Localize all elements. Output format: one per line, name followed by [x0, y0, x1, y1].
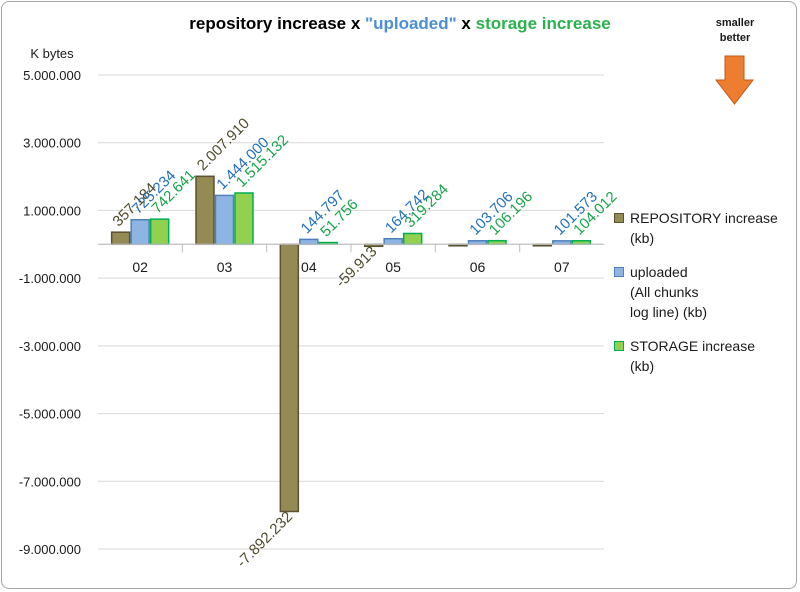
legend: REPOSITORY increase (kb) uploaded (All c…: [612, 208, 792, 390]
legend-label-uploaded-3: log line) (kb): [630, 304, 708, 320]
data-label-repository: -7.892.232: [233, 508, 296, 571]
data-label-repository: -59.913: [333, 243, 381, 291]
y-tick-label: -3.000.000: [19, 339, 81, 354]
title-part-2: "uploaded": [365, 14, 457, 33]
bar-storage: [234, 192, 254, 246]
legend-label-storage-1: STORAGE increase: [630, 338, 756, 354]
y-tick-label: 5.000.000: [23, 68, 81, 83]
y-tick-label: 1.000.000: [23, 203, 81, 218]
x-tick-label: 05: [385, 259, 401, 275]
bar-uploaded: [383, 237, 403, 246]
down-arrow-icon: [714, 55, 755, 105]
bar-uploaded: [214, 194, 235, 246]
y-axis-title: K bytes: [30, 46, 74, 61]
bar-repository: [195, 175, 215, 246]
bar-uploaded: [130, 218, 150, 246]
y-tick-label: -5.000.000: [19, 407, 81, 422]
legend-label-repository-2: (kb): [630, 230, 655, 246]
title-part-3: x: [456, 14, 476, 33]
note-line-2: better: [719, 32, 751, 44]
title-part-4: storage increase: [475, 14, 611, 33]
bar-storage: [402, 232, 423, 246]
bar-repository: [279, 243, 300, 513]
legend-swatch-uploaded: [614, 267, 624, 277]
legend-entry-repository: REPOSITORY increase (kb): [612, 208, 792, 248]
smaller-better-note: smaller better: [700, 16, 770, 46]
chart-title: repository increase x "uploaded" x stora…: [0, 14, 800, 34]
y-tick-label: -7.000.000: [19, 474, 81, 489]
legend-label-storage-2: (kb): [630, 358, 655, 374]
bar-repository: [110, 231, 131, 246]
x-tick-label: 07: [554, 259, 570, 275]
y-tick-label: 3.000.000: [23, 136, 81, 151]
note-line-1: smaller: [715, 17, 755, 29]
x-tick-label: 02: [132, 259, 148, 275]
legend-swatch-storage: [614, 341, 624, 351]
y-tick-label: -1.000.000: [19, 271, 81, 286]
legend-label-uploaded-2: (All chunks: [630, 284, 699, 300]
bar-uploaded: [299, 238, 319, 246]
legend-entry-uploaded: uploaded (All chunks log line) (kb): [612, 262, 792, 322]
legend-label-uploaded-1: uploaded: [630, 264, 688, 280]
title-part-1: repository increase x: [189, 14, 366, 33]
legend-swatch-repository: [614, 213, 624, 223]
x-tick-label: 06: [470, 259, 486, 275]
bar-storage: [149, 218, 170, 246]
y-tick-label: -9.000.000: [19, 542, 81, 557]
legend-label-repository-1: REPOSITORY increase: [630, 210, 778, 226]
legend-entry-storage: STORAGE increase (kb): [612, 336, 792, 376]
x-tick-label: 04: [301, 259, 317, 275]
x-tick-label: 03: [217, 259, 233, 275]
